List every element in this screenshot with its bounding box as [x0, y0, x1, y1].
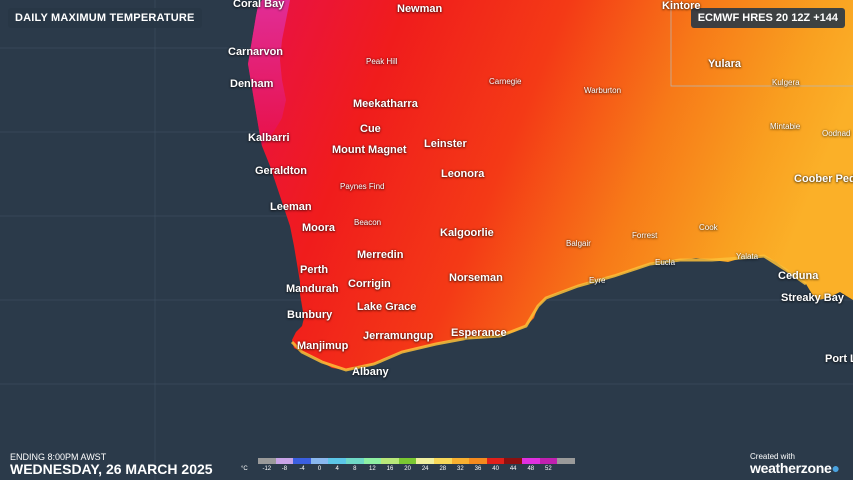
land-heat [248, 0, 853, 370]
place-label: Leinster [424, 138, 467, 150]
place-label: Ceduna [778, 270, 819, 282]
place-label: Perth [300, 264, 329, 276]
temperature-legend-bar [258, 458, 575, 464]
forecast-period-label: ENDING 8:00PM AWST [10, 452, 107, 462]
place-label: Mintabie [770, 122, 801, 131]
place-label: Leonora [441, 168, 485, 180]
legend-swatch [345, 458, 364, 464]
place-label: Oodnad [822, 129, 851, 138]
legend-swatch [539, 458, 558, 464]
credit-text: Created with [750, 452, 795, 461]
legend-swatch [521, 458, 540, 464]
legend-tick-label: 44 [509, 466, 517, 472]
legend-tick-label: 0 [317, 466, 322, 472]
legend-swatch [557, 458, 575, 464]
place-label: Warburton [584, 86, 622, 95]
place-label: Balgair [566, 239, 591, 248]
legend-unit: °C [241, 466, 248, 472]
place-label: Bunbury [287, 309, 333, 321]
place-label: Coober Pedy [794, 173, 853, 185]
place-label: Yulara [708, 58, 742, 70]
model-run-badge: ECMWF HRES 20 12Z +144 [690, 8, 845, 28]
weatherzone-logo[interactable]: weatherzone● [750, 460, 840, 476]
coastal-pink [248, 0, 290, 146]
place-label: Paynes Find [340, 182, 385, 191]
legend-tick-label: 32 [457, 466, 464, 472]
place-label: Beacon [354, 218, 382, 227]
place-label: Manjimup [297, 340, 349, 352]
place-label: Meekatharra [353, 98, 418, 110]
coast-bright-edge [290, 254, 807, 372]
place-label: Carnarvon [228, 46, 284, 58]
legend-tick-label: -8 [281, 466, 288, 472]
place-label: Albany [352, 366, 389, 378]
legend-tick-label: 20 [404, 466, 411, 472]
place-label: Peak Hill [366, 57, 398, 66]
logo-dot-icon: ● [831, 460, 840, 476]
legend-tick-label: -12 [262, 466, 272, 472]
place-label: Kintore [662, 0, 701, 12]
place-label: Lake Grace [357, 301, 417, 313]
legend-swatch [258, 458, 276, 464]
legend-swatch [363, 458, 382, 464]
legend-tick-label: 52 [545, 466, 552, 472]
place-label: Newman [397, 3, 443, 15]
legend-swatch [328, 458, 346, 464]
place-label: Cue [360, 123, 381, 135]
place-label: Mount Magnet [332, 144, 407, 156]
legend-tick-label: 28 [439, 466, 447, 472]
place-label: Streaky Bay [781, 292, 844, 304]
place-label: Port L [825, 353, 853, 365]
place-label: Forrest [632, 231, 658, 240]
place-label: Mandurah [286, 283, 339, 295]
map-title-badge: DAILY MAXIMUM TEMPERATURE [8, 8, 202, 28]
place-label: Jerramungup [363, 330, 434, 342]
legend-tick-label: 16 [386, 466, 394, 472]
place-label: Denham [230, 78, 274, 90]
place-label: Coral Bay [233, 0, 285, 10]
legend-tick-label: 12 [369, 466, 376, 472]
legend-swatch [433, 458, 452, 464]
place-label: Leeman [270, 201, 312, 213]
legend-tick-label: 48 [527, 466, 535, 472]
legend-swatch [486, 458, 505, 464]
place-label: Yalata [736, 252, 759, 261]
land-nt [670, 0, 853, 87]
place-label: Moora [302, 222, 335, 234]
legend-swatch [398, 458, 417, 464]
legend-swatch [416, 458, 434, 464]
legend-tick-label: 40 [492, 466, 499, 472]
legend-swatch [504, 458, 522, 464]
place-label: Kalgoorlie [440, 227, 494, 239]
place-label: Eyre [589, 276, 606, 285]
legend-swatch [293, 458, 311, 464]
place-label: Kulgera [772, 78, 800, 87]
legend-swatch [275, 458, 294, 464]
place-label: Kalbarri [248, 132, 290, 144]
place-label: Cook [699, 223, 718, 232]
place-label: Merredin [357, 249, 404, 261]
logo-text: weatherzone [750, 460, 832, 476]
place-label: Eucla [655, 258, 676, 267]
legend-swatch [381, 458, 399, 464]
legend-tick-label: 24 [421, 466, 429, 472]
place-label: Carnegie [489, 77, 522, 86]
legend-swatch [451, 458, 470, 464]
forecast-date: WEDNESDAY, 26 MARCH 2025 [10, 461, 213, 477]
legend-swatch [310, 458, 329, 464]
place-label: Esperance [451, 327, 507, 339]
legend-swatch [469, 458, 487, 464]
legend-tick-label: 4 [335, 466, 339, 472]
legend-tick-label: 36 [474, 466, 482, 472]
place-label: Geraldton [255, 165, 307, 177]
legend-tick-label: 8 [353, 466, 357, 472]
legend-tick-label: -4 [299, 466, 305, 472]
place-label: Norseman [449, 272, 503, 284]
place-label: Corrigin [348, 278, 391, 290]
